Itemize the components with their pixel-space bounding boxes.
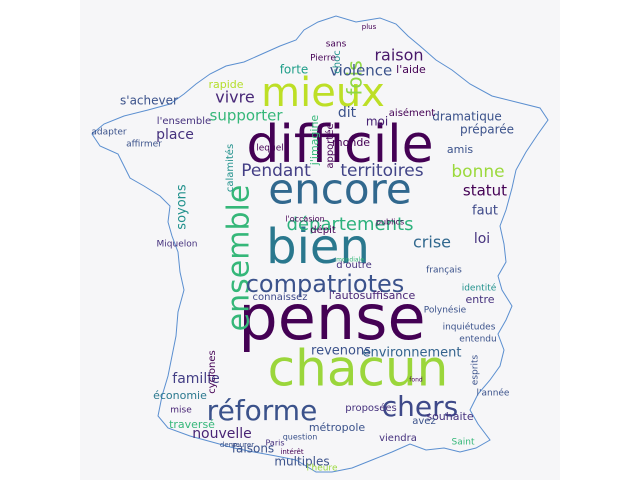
- cloud-word: j'imagine: [308, 115, 321, 167]
- cloud-word: monde: [332, 136, 370, 149]
- cloud-word: statut: [463, 182, 507, 200]
- cloud-panel: [80, 0, 560, 480]
- cloud-word: chacun: [268, 340, 449, 398]
- cloud-word: raison: [374, 46, 423, 65]
- cloud-word: plus: [362, 23, 377, 31]
- cloud-word: économie: [153, 389, 207, 402]
- cloud-word: fond: [409, 377, 423, 384]
- cloud-word: proposées: [345, 402, 397, 414]
- cloud-word: loi: [474, 231, 490, 247]
- cloud-word: sans: [326, 40, 347, 50]
- cloud-word: nouvelle: [192, 426, 252, 442]
- cloud-word: bonne: [451, 162, 504, 182]
- cloud-word: revenons: [311, 344, 371, 359]
- cloud-word: intérêt: [280, 448, 303, 456]
- cloud-word: souhaite: [426, 410, 474, 423]
- cloud-word: lequel: [256, 144, 284, 154]
- cloud-word: question: [283, 433, 318, 442]
- cloud-word: avez: [412, 416, 435, 427]
- cloud-word: Pierre: [310, 54, 336, 64]
- cloud-word: cyclones: [207, 350, 218, 394]
- cloud-word: faut: [472, 204, 498, 219]
- cloud-word: inquiétudes: [443, 322, 496, 333]
- cloud-word: connaissez: [252, 292, 307, 303]
- cloud-word: apportée: [324, 123, 336, 168]
- cloud-word: entre: [465, 293, 494, 306]
- cloud-word: aisément: [389, 107, 436, 119]
- cloud-word: l'heure: [307, 464, 338, 474]
- cloud-word: encore: [268, 165, 411, 214]
- cloud-word: choc: [332, 50, 343, 73]
- cloud-word: départements: [287, 214, 414, 235]
- cloud-word: environnement: [362, 346, 461, 361]
- cloud-word: traversé: [169, 418, 215, 431]
- france-outline: [91, 15, 549, 473]
- cloud-word: calamités: [224, 144, 236, 192]
- cloud-word: d'outre: [336, 260, 372, 271]
- cloud-word: viendra: [379, 433, 417, 444]
- cloud-word: adapter: [91, 128, 127, 138]
- cloud-word: Pendant: [241, 161, 311, 181]
- cloud-word: amis: [447, 143, 474, 156]
- cloud-word: l'autosuffisance: [329, 289, 416, 302]
- cloud-word: rapide: [208, 78, 243, 91]
- cloud-word: place: [156, 127, 194, 143]
- cloud-word: français: [426, 266, 462, 276]
- cloud-word: territoires: [340, 161, 423, 181]
- cloud-word: famille: [172, 371, 219, 387]
- cloud-word: mondiale: [336, 257, 364, 264]
- cloud-word: violence: [330, 62, 393, 80]
- cloud-word: crise: [413, 233, 451, 252]
- cloud-word: affirmer: [126, 140, 162, 150]
- cloud-word: l'ensemble: [157, 116, 211, 127]
- cloud-word: Polynésie: [424, 305, 467, 316]
- cloud-word: publics: [376, 218, 404, 227]
- cloud-word: ensemble: [222, 185, 257, 332]
- cloud-word: Miquelon: [157, 240, 198, 250]
- cloud-word: multiples: [274, 455, 329, 469]
- cloud-word: chers: [382, 390, 458, 423]
- cloud-word: préparée: [460, 123, 514, 137]
- cloud-word: réforme: [207, 394, 318, 427]
- cloud-word: pense: [238, 281, 425, 354]
- cloud-word: s'achever: [120, 94, 178, 108]
- cloud-word: métropole: [309, 421, 366, 434]
- cloud-word: vivre: [215, 88, 254, 107]
- cloud-word: entendu: [459, 335, 496, 345]
- cloud-word: identité: [462, 283, 497, 294]
- cloud-word: mise: [170, 406, 192, 416]
- cloud-word: dit: [338, 105, 357, 121]
- cloud-word: compatriotes: [246, 270, 405, 298]
- cloud-word: l'occasion: [285, 215, 324, 224]
- cloud-word: Saint: [452, 438, 475, 448]
- cloud-word: forte: [280, 63, 309, 77]
- cloud-word: esprits: [471, 355, 481, 386]
- cloud-word: Paris: [265, 439, 284, 448]
- cloud-word: l'aide: [396, 63, 426, 76]
- cloud-word: demeurer: [220, 441, 254, 449]
- cloud-word: soyons: [175, 184, 190, 230]
- cloud-word: mieux: [261, 70, 385, 116]
- cloud-word: moi: [366, 115, 388, 129]
- cloud-word: l'année: [477, 388, 510, 399]
- cloud-word: difficile: [246, 115, 433, 175]
- cloud-word: faisons: [232, 442, 274, 456]
- cloud-word: dépit: [310, 224, 336, 236]
- cloud-word: dramatique: [432, 110, 502, 124]
- cloud-word: bien: [266, 219, 370, 275]
- cloud-word: fois: [343, 60, 367, 95]
- cloud-word: supporter: [210, 107, 284, 125]
